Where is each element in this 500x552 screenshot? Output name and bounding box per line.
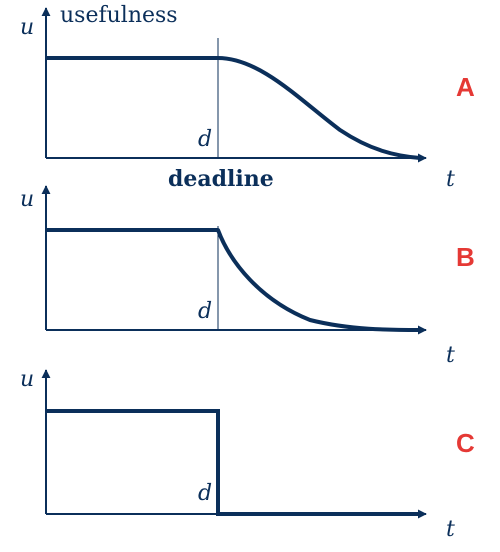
panel-a-label: A [456,72,475,102]
panel-b: u d t B [20,185,475,368]
panel-a-deadline-mark: d [198,127,212,152]
panel-c-label: C [456,428,475,458]
panel-c-x-label: t [446,517,455,542]
panel-b-usefulness-curve [46,228,421,332]
panel-c-deadline-mark: d [198,481,212,506]
panel-b-y-label: u [20,187,34,212]
panel-c-usefulness-curve [46,409,420,516]
panel-b-deadline-mark: d [198,299,212,324]
panel-c: u d t C [20,367,475,542]
usefulness-label: usefulness [60,3,178,28]
panel-b-label: B [456,242,475,272]
panel-a: u usefulness d deadline t A [20,3,475,192]
deadline-label: deadline [168,166,274,192]
panel-a-y-label: u [20,15,34,40]
panel-b-x-label: t [446,343,455,368]
panel-a-usefulness-curve [46,56,421,160]
panel-a-x-label: t [446,167,455,192]
panel-c-y-label: u [20,367,34,392]
